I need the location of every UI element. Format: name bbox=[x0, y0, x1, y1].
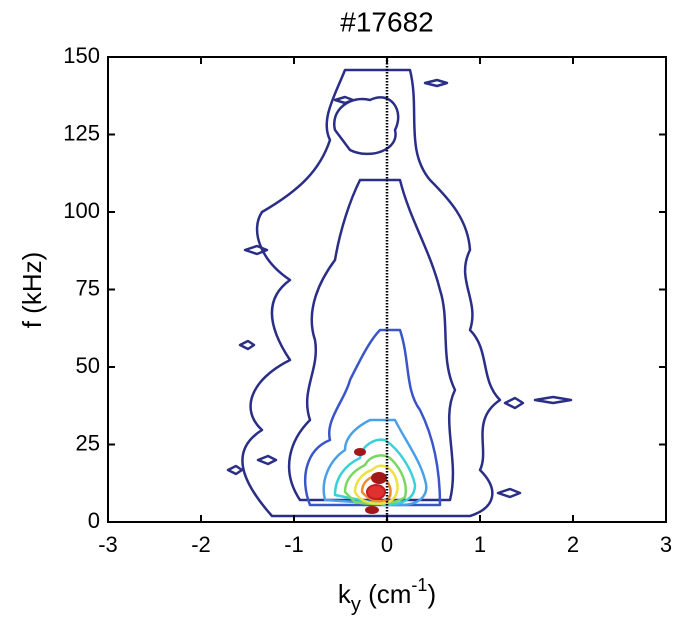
contour-line bbox=[322, 418, 428, 507]
contours bbox=[226, 68, 573, 518]
contour-line bbox=[333, 438, 417, 507]
contour-line bbox=[241, 68, 502, 518]
y-tick-label: 125 bbox=[63, 120, 100, 145]
contour-line bbox=[303, 328, 442, 507]
contour-peak bbox=[366, 484, 386, 500]
contour-line bbox=[332, 96, 400, 156]
y-tick-label: 25 bbox=[76, 430, 100, 455]
y-tick-label: 100 bbox=[63, 198, 100, 223]
x-tick-label: 1 bbox=[474, 532, 486, 557]
x-tick-label: 2 bbox=[567, 532, 579, 557]
x-tick-label: -3 bbox=[98, 532, 118, 557]
x-tick-label: -1 bbox=[284, 532, 304, 557]
x-axis-label: ky (cm-1) bbox=[338, 575, 436, 617]
x-tick-label: 0 bbox=[381, 532, 393, 557]
contour-line bbox=[287, 178, 457, 502]
contour-peak bbox=[371, 472, 387, 484]
y-axis-label: f (kHz) bbox=[17, 252, 47, 329]
contour-line bbox=[226, 78, 573, 499]
x-tick-label: -2 bbox=[191, 532, 211, 557]
y-tick-label: 75 bbox=[76, 275, 100, 300]
contour-line bbox=[353, 464, 399, 505]
contour-peak bbox=[365, 506, 379, 514]
chart-title: #17682 bbox=[340, 6, 433, 37]
x-label-sub: y bbox=[351, 594, 361, 616]
contour-line bbox=[360, 474, 392, 503]
contour-peak bbox=[354, 448, 366, 456]
x-tick-label: 3 bbox=[660, 532, 672, 557]
x-label-mid: (cm bbox=[361, 579, 412, 609]
y-tick-label: 0 bbox=[88, 508, 100, 533]
x-label-end: ) bbox=[427, 579, 436, 609]
x-label-sup: -1 bbox=[411, 575, 427, 595]
x-label-base: k bbox=[338, 579, 352, 609]
y-tick-label: 50 bbox=[76, 353, 100, 378]
y-tick-label: 150 bbox=[63, 43, 100, 68]
